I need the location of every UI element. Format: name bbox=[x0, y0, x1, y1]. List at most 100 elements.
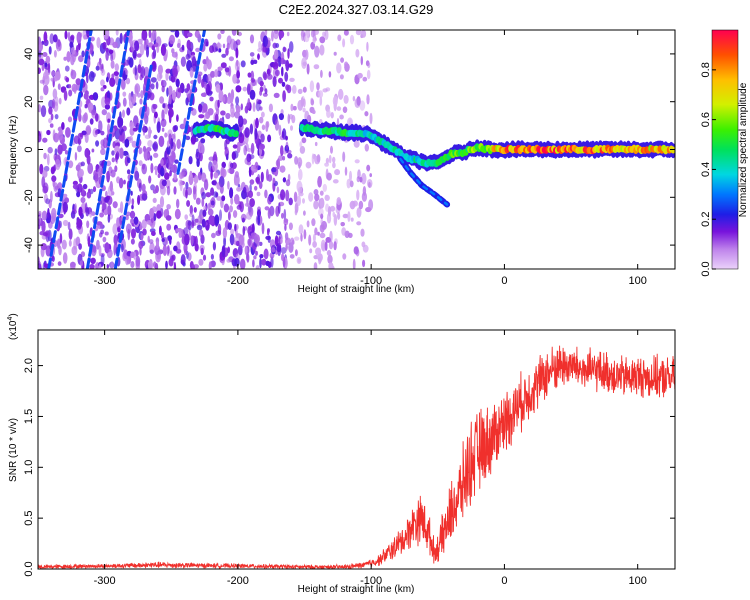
noise-speck bbox=[332, 96, 338, 106]
noise-speck bbox=[287, 48, 290, 59]
noise-speck bbox=[201, 197, 205, 207]
noise-speck bbox=[141, 163, 147, 175]
noise-speck bbox=[352, 258, 356, 269]
noise-speck bbox=[293, 191, 298, 203]
noise-speck bbox=[125, 211, 131, 217]
noise-speck bbox=[169, 34, 175, 45]
noise-speck bbox=[168, 258, 174, 267]
noise-speck bbox=[134, 170, 140, 181]
noise-speck bbox=[227, 180, 230, 190]
noise-speck bbox=[77, 145, 82, 153]
noise-speck bbox=[242, 225, 246, 236]
noise-speck bbox=[327, 254, 333, 264]
noise-speck bbox=[239, 131, 243, 138]
noise-speck bbox=[185, 135, 191, 141]
noise-speck bbox=[220, 168, 227, 178]
noise-speck bbox=[68, 239, 72, 247]
noise-speck bbox=[249, 198, 255, 208]
noise-speck bbox=[263, 248, 269, 260]
spectrogram-branch-core bbox=[399, 157, 449, 206]
noise-speck bbox=[107, 205, 112, 217]
noise-speck bbox=[166, 204, 171, 210]
noise-speck bbox=[306, 63, 310, 75]
noise-speck bbox=[104, 104, 110, 110]
noise-speck bbox=[149, 155, 153, 162]
noise-speck bbox=[138, 240, 144, 250]
noise-speck bbox=[304, 35, 310, 43]
noise-speck bbox=[174, 30, 180, 38]
noise-speck bbox=[208, 215, 215, 225]
noise-speck bbox=[198, 258, 204, 266]
noise-speck bbox=[68, 89, 73, 97]
snr-panel: Height of straight line (km) SNR (10 * v… bbox=[7, 313, 676, 595]
top-y-tick-label: 0 bbox=[23, 146, 35, 152]
noise-speck bbox=[278, 77, 283, 84]
noise-speck bbox=[103, 209, 108, 216]
noise-speck bbox=[98, 263, 102, 269]
noise-speck bbox=[248, 190, 253, 198]
noise-speck bbox=[238, 115, 244, 128]
noise-speck bbox=[303, 229, 307, 240]
noise-speck bbox=[89, 118, 94, 125]
noise-speck bbox=[138, 148, 142, 155]
spectrogram-ridge bbox=[192, 119, 675, 172]
noise-speck bbox=[162, 244, 167, 256]
noise-speck bbox=[368, 181, 371, 188]
noise-speck bbox=[308, 192, 314, 202]
noise-speck bbox=[61, 239, 67, 250]
noise-speck bbox=[89, 263, 95, 269]
noise-speck bbox=[64, 150, 69, 155]
noise-speck bbox=[292, 106, 297, 111]
noise-speck bbox=[267, 208, 271, 219]
noise-speck bbox=[240, 60, 246, 68]
noise-speck bbox=[220, 110, 226, 116]
noise-speck bbox=[200, 92, 207, 98]
noise-speck bbox=[229, 38, 236, 50]
noise-speck bbox=[213, 191, 218, 198]
noise-speck bbox=[283, 208, 287, 221]
bottom-y-tick-label: 0.0 bbox=[23, 561, 35, 576]
noise-speck bbox=[311, 153, 315, 165]
noise-speck bbox=[146, 220, 152, 225]
noise-speck bbox=[39, 79, 45, 84]
noise-speck bbox=[215, 230, 222, 237]
noise-speck bbox=[320, 213, 324, 220]
noise-speck bbox=[257, 48, 263, 53]
noise-speck bbox=[54, 96, 59, 107]
noise-speck bbox=[65, 127, 71, 138]
noise-speck bbox=[295, 249, 298, 257]
noise-speck bbox=[164, 132, 168, 138]
noise-speck bbox=[107, 214, 111, 223]
noise-speck bbox=[306, 220, 310, 228]
noise-speck bbox=[294, 236, 300, 241]
spectrogram-streak-3 bbox=[176, 30, 207, 175]
noise-speck bbox=[58, 97, 62, 105]
noise-speck bbox=[228, 56, 234, 62]
noise-speck bbox=[68, 84, 72, 89]
noise-speck bbox=[42, 52, 48, 57]
noise-speck bbox=[101, 109, 108, 116]
noise-speck bbox=[349, 34, 355, 45]
noise-speck bbox=[291, 239, 295, 245]
noise-speck bbox=[216, 196, 222, 201]
noise-speck bbox=[173, 245, 178, 252]
noise-speck bbox=[119, 125, 123, 136]
noise-speck bbox=[228, 211, 231, 221]
noise-speck bbox=[259, 254, 264, 259]
noise-speck bbox=[74, 151, 78, 161]
noise-speck bbox=[325, 237, 332, 243]
noise-speck bbox=[131, 228, 136, 239]
noise-speck bbox=[258, 181, 263, 190]
noise-speck bbox=[227, 246, 231, 254]
noise-speck bbox=[220, 30, 225, 34]
noise-speck bbox=[161, 127, 165, 132]
noise-speck bbox=[215, 42, 222, 50]
noise-speck bbox=[118, 177, 124, 189]
noise-speck bbox=[149, 208, 155, 219]
bottom-y-tick-label: 1.5 bbox=[23, 409, 35, 424]
noise-speck bbox=[283, 218, 289, 223]
noise-speck bbox=[354, 159, 360, 164]
noise-speck bbox=[186, 187, 193, 196]
noise-speck bbox=[225, 47, 229, 56]
noise-speck bbox=[131, 204, 134, 210]
